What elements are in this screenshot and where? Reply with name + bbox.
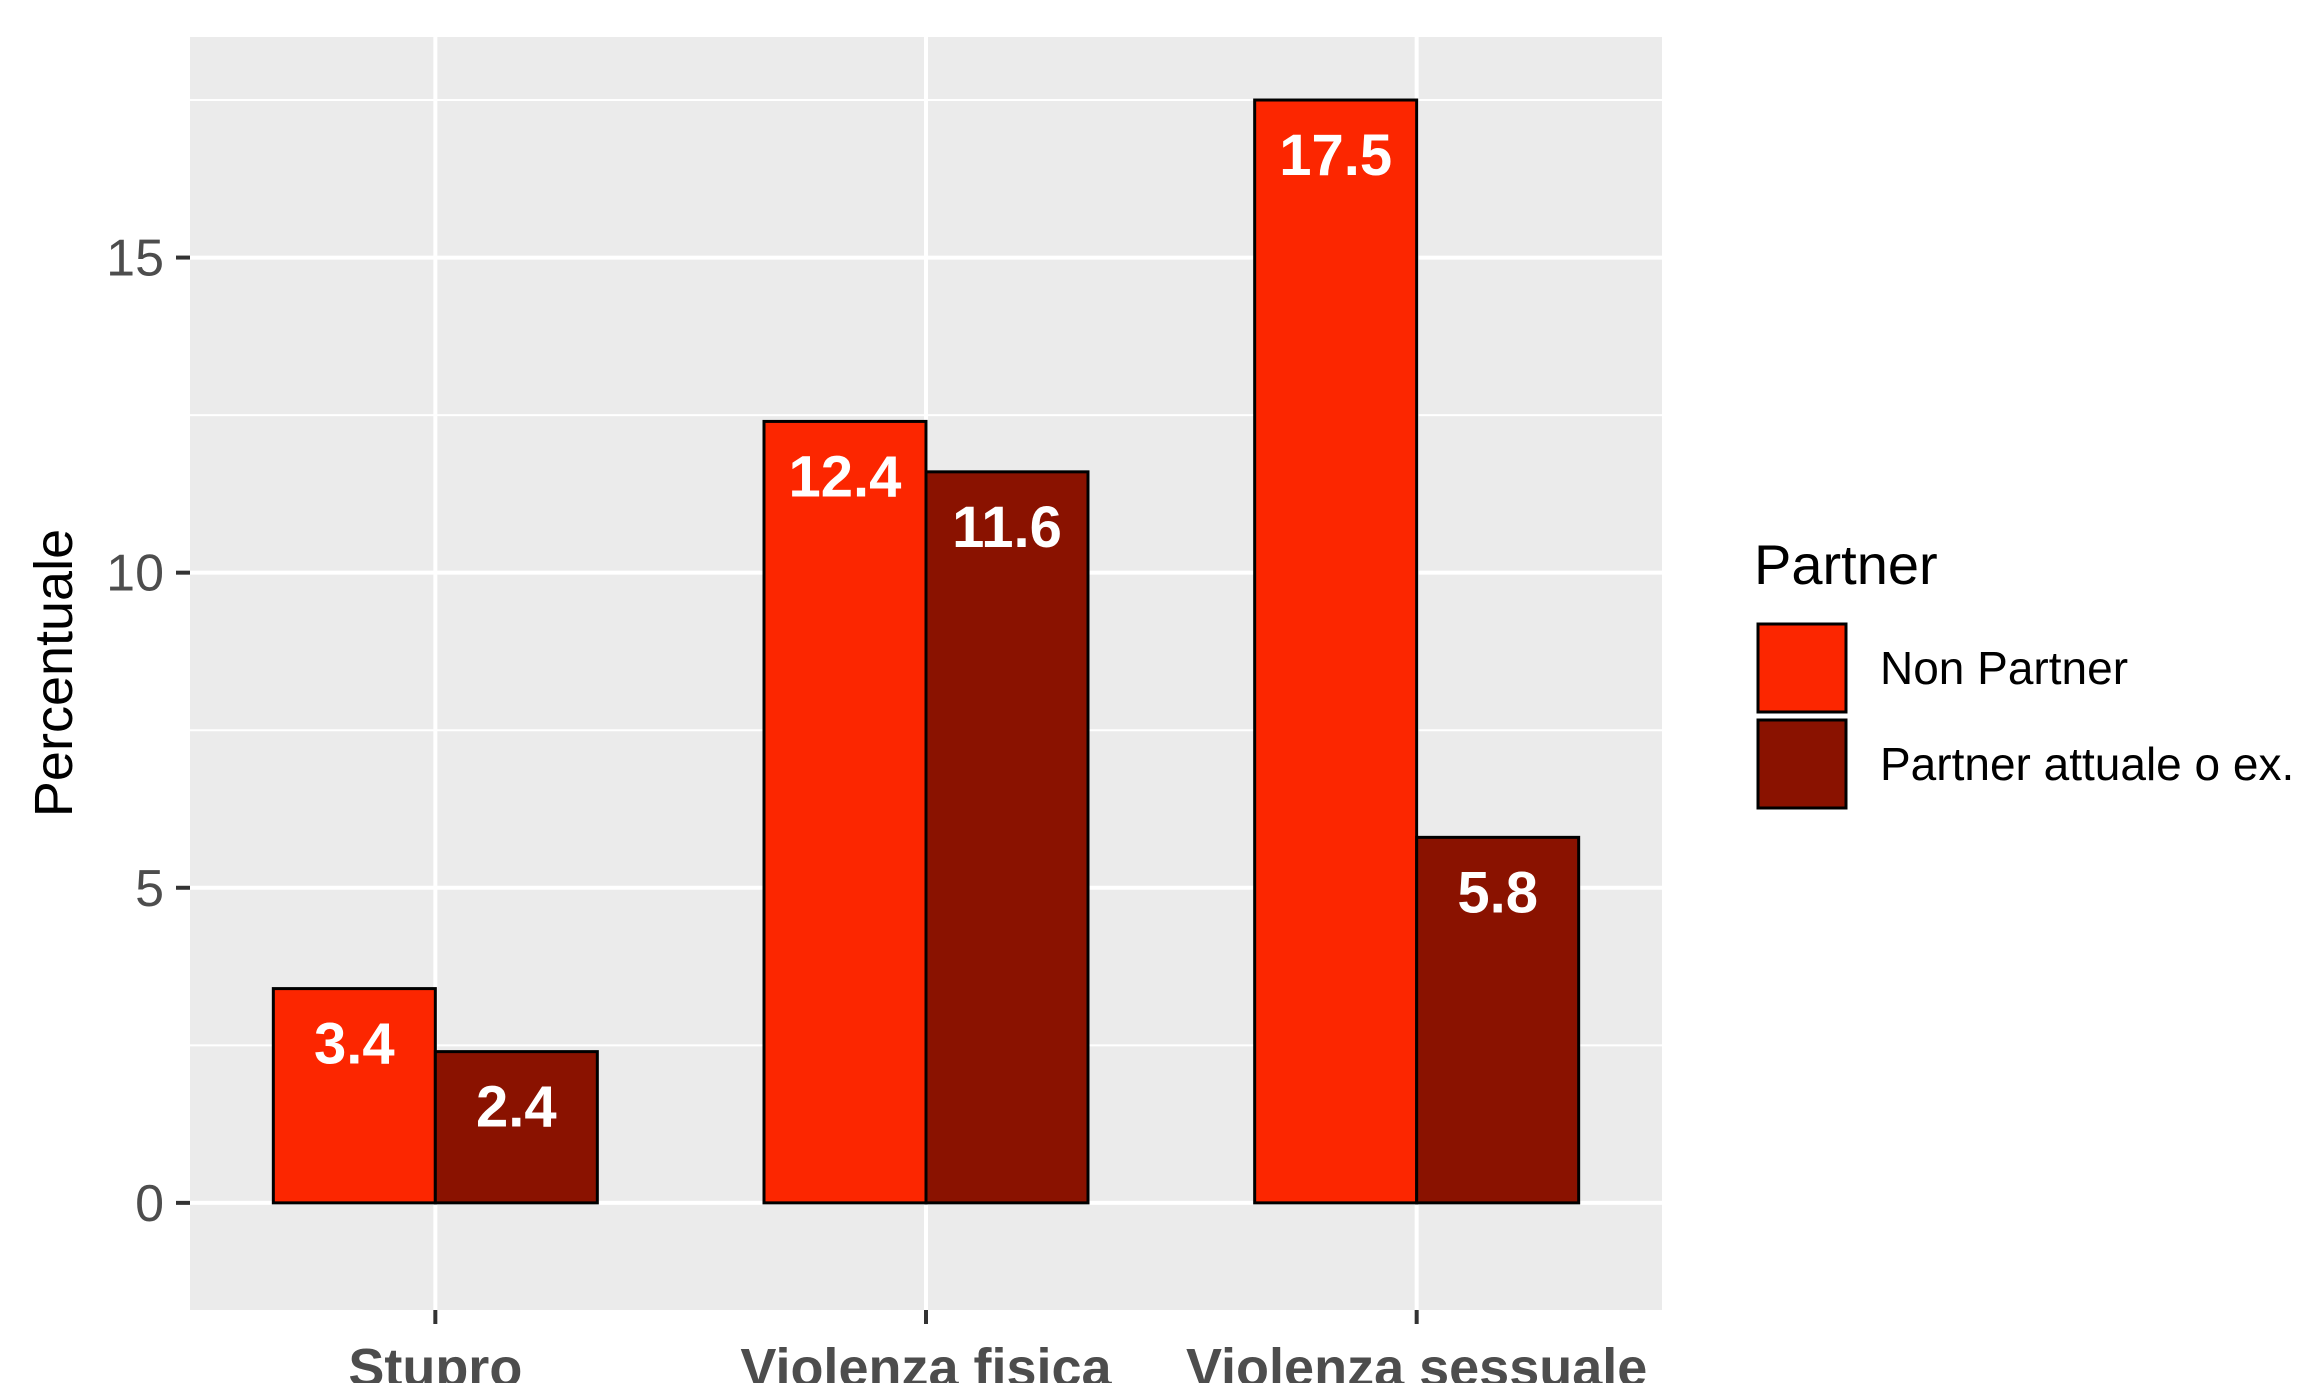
bar-data-label: 5.8 xyxy=(1457,860,1538,925)
x-tick-label: Violenza fisica xyxy=(740,1338,1112,1383)
y-tick-label: 10 xyxy=(106,545,164,603)
legend: Partner Non Partner Partner attuale o ex. xyxy=(1754,533,2294,810)
legend-key xyxy=(1756,718,1848,810)
bar-data-label: 11.6 xyxy=(952,495,1062,560)
y-tick-label: 5 xyxy=(135,860,164,918)
x-tick-label: Violenza sessuale xyxy=(1186,1338,1647,1383)
legend-key xyxy=(1756,622,1848,714)
bar xyxy=(762,419,928,1205)
bars xyxy=(271,98,1581,1205)
legend-title: Partner xyxy=(1754,533,1938,596)
x-axis: Stupro Violenza fisica Violenza sessuale xyxy=(348,1310,1647,1383)
y-tick-label: 0 xyxy=(135,1175,164,1233)
bar xyxy=(924,470,1090,1205)
bar xyxy=(433,1050,599,1205)
bar xyxy=(1253,98,1419,1205)
bar-data-label: 2.4 xyxy=(476,1075,557,1140)
bar-data-label: 12.4 xyxy=(789,444,902,509)
y-axis: 0 5 10 15 xyxy=(106,230,190,1233)
x-tick-label: Stupro xyxy=(348,1338,522,1383)
legend-label: Non Partner xyxy=(1880,642,2128,694)
bar-data-label: 3.4 xyxy=(314,1012,395,1077)
y-axis-title: Percentuale xyxy=(24,529,84,817)
bar xyxy=(1415,835,1581,1205)
bar-labels: 3.4 2.4 12.4 11.6 17.5 5.8 xyxy=(314,123,1538,1140)
bar-data-label: 17.5 xyxy=(1279,123,1392,188)
y-tick-label: 15 xyxy=(106,230,164,288)
legend-label: Partner attuale o ex. xyxy=(1880,738,2294,790)
